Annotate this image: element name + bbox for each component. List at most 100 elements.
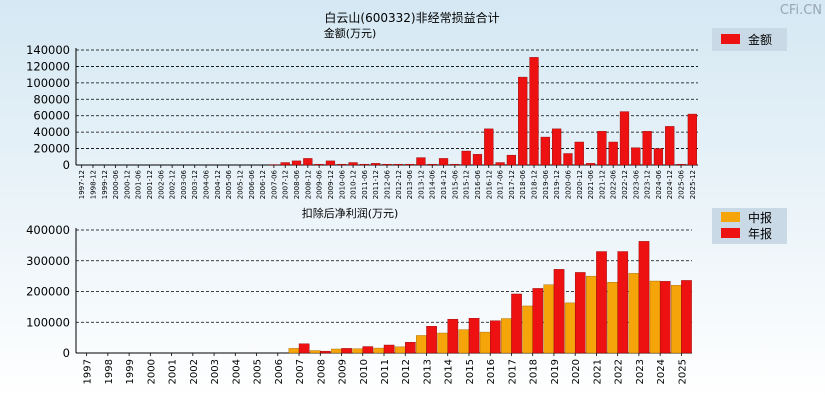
top-bar: [597, 131, 607, 166]
bottom-bar-semiannual: [564, 302, 576, 354]
top-y-tick-label: 80000: [33, 92, 70, 106]
top-x-tick-label: 2013-06: [406, 169, 414, 199]
top-x-tick-label: 2005-12: [236, 170, 244, 199]
bottom-bar-semiannual: [437, 332, 448, 354]
top-bar: [348, 162, 358, 166]
bottom-bar-annual: [596, 251, 607, 354]
bottom-bar-semiannual: [373, 347, 385, 354]
top-x-tick-label: 2004-12: [214, 170, 222, 199]
top-x-tick-label: 2009-12: [327, 170, 335, 199]
top-bar: [461, 150, 471, 166]
bottom-x-tick-label: 1999: [125, 359, 136, 384]
bottom-bar-annual: [574, 272, 586, 354]
top-x-tick-label: 2014-12: [440, 170, 448, 199]
top-x-tick-label: 2025-06: [678, 169, 686, 199]
top-x-tick-label: 2015-06: [451, 169, 459, 199]
top-x-tick-label: 2010-12: [350, 170, 358, 199]
top-bar: [687, 113, 697, 166]
bottom-bar-semiannual: [607, 282, 618, 354]
top-bar: [438, 158, 449, 166]
bottom-x-tick-label: 2022: [614, 359, 625, 384]
top-bar: [619, 111, 630, 166]
top-x-tick-label: 2002-12: [169, 170, 177, 199]
top-bar: [495, 162, 505, 166]
top-legend: 金额: [712, 28, 787, 51]
top-x-tick-label: 2022-06: [610, 169, 618, 199]
bottom-x-tick-label: 2023: [635, 359, 646, 384]
top-x-tick-label: 2017-06: [497, 169, 505, 199]
top-bar: [563, 153, 573, 166]
bottom-x-tick-label: 2019: [550, 359, 561, 384]
top-x-tick-label: 2015-12: [463, 170, 471, 199]
top-y-tick-label: 40000: [33, 125, 70, 139]
bottom-x-tick-label: 2016: [486, 359, 497, 384]
top-x-tick-label: 2009-06: [316, 169, 324, 199]
bottom-x-tick-label: 2011: [380, 359, 391, 384]
top-x-tick-label: 2019-06: [542, 169, 550, 199]
top-y-tick-label: 100000: [26, 76, 70, 90]
legend-label-semiannual: 中报: [748, 210, 772, 225]
bottom-chart-x-axis: 1997 1998 1999 2000 2001 2002 2003 2004 2005 2006…: [83, 353, 688, 384]
bottom-chart-title: 扣除后净利润(万元): [302, 206, 399, 220]
top-bar: [642, 131, 652, 166]
legend-swatch-semiannual: [721, 212, 740, 222]
top-x-tick-label: 2004-06: [203, 169, 211, 199]
top-chart-title: 金额(万元): [324, 26, 377, 40]
bottom-chart: 扣除后净利润(万元) 0 100000 200000 300000 400000 199…: [26, 206, 787, 384]
top-x-tick-label: 2012-12: [395, 170, 403, 199]
bottom-y-tick-label: 200000: [26, 285, 70, 299]
bottom-x-tick-label: 2017: [507, 359, 518, 384]
bottom-x-tick-label: 2003: [210, 359, 221, 384]
top-x-tick-label: 2011-06: [361, 169, 369, 199]
bottom-bar-annual: [320, 350, 331, 354]
top-x-tick-label: 2008-12: [304, 170, 312, 199]
bottom-x-tick-label: 2000: [146, 359, 157, 384]
bottom-bar-annual: [341, 348, 352, 354]
legend-swatch-amount: [721, 34, 740, 44]
bottom-bar-semiannual: [458, 329, 470, 354]
bottom-bar-annual: [405, 342, 416, 354]
top-x-tick-label: 2006-06: [248, 169, 256, 199]
top-x-tick-label: 2000-06: [112, 169, 120, 199]
bottom-y-tick-label: 300000: [26, 254, 70, 268]
top-x-tick-label: 2021-12: [598, 170, 606, 199]
bottom-bar-annual: [490, 320, 501, 354]
bottom-bar-semiannual: [331, 348, 342, 354]
top-bar: [676, 163, 686, 166]
top-x-tick-label: 1999-12: [101, 170, 109, 199]
bottom-x-tick-label: 2018: [529, 359, 540, 384]
bottom-x-tick-label: 1998: [104, 359, 115, 384]
top-bar: [427, 163, 437, 166]
top-bar: [506, 154, 517, 166]
bottom-x-tick-label: 1997: [83, 359, 94, 384]
top-x-tick-label: 2021-06: [587, 169, 595, 199]
bottom-x-tick-label: 2010: [359, 359, 370, 384]
legend-label-annual: 年报: [748, 226, 772, 241]
bottom-x-tick-label: 2004: [231, 359, 242, 384]
bottom-y-tick-label: 0: [63, 346, 70, 360]
top-bar: [359, 163, 369, 166]
top-x-tick-label: 2008-06: [293, 169, 301, 199]
top-x-tick-label: 2016-12: [485, 170, 493, 199]
top-bar: [653, 148, 664, 166]
bottom-x-tick-label: 2002: [189, 359, 200, 384]
bottom-bar-annual: [298, 343, 310, 354]
top-chart: 金额(万元) 0 20000 40000 60000 80000 100000 120000…: [26, 26, 787, 199]
top-y-tick-label: 0: [63, 158, 70, 172]
top-bar: [371, 163, 381, 166]
top-bar: [631, 147, 641, 166]
top-bar: [552, 128, 562, 166]
bottom-bar-semiannual: [501, 318, 512, 354]
top-x-tick-label: 2001-12: [146, 170, 154, 199]
top-bar: [382, 163, 392, 166]
bottom-x-tick-label: 2014: [444, 359, 455, 384]
bottom-x-tick-label: 2015: [465, 359, 476, 384]
bottom-bar-annual: [362, 346, 374, 354]
top-x-tick-label: 2006-12: [259, 170, 267, 199]
bottom-x-tick-label: 2012: [401, 359, 412, 384]
bottom-x-tick-label: 2024: [656, 359, 667, 384]
bottom-x-tick-label: 2005: [253, 359, 264, 384]
top-x-tick-label: 2001-06: [135, 169, 143, 199]
top-bar: [518, 76, 528, 166]
